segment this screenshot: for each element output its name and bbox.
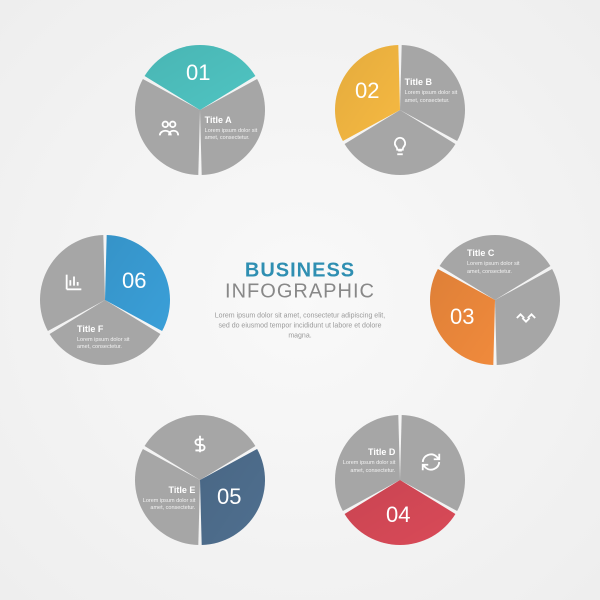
pie-body: Lorem ipsum dolor sit amet, consectetur. (139, 498, 195, 513)
center-block: BUSINESS INFOGRAPHIC Lorem ipsum dolor s… (210, 259, 390, 340)
pie-title-block: Title D Lorem ipsum dolor sit amet, conse… (339, 447, 395, 475)
pie-body: Lorem ipsum dolor sit amet, consectetur. (467, 261, 523, 276)
pie-04: 04 Title D Lorem ipsum dolor sit amet, con… (335, 415, 465, 545)
pie-title: Title D (339, 447, 395, 457)
pie-title-block: Title F Lorem ipsum dolor sit amet, conse… (77, 324, 133, 352)
pie-body: Lorem ipsum dolor sit amet, consectetur. (77, 337, 133, 352)
center-description: Lorem ipsum dolor sit amet, consectetur … (210, 311, 390, 340)
pie-body: Lorem ipsum dolor sit amet, consectetur. (339, 460, 395, 475)
pie-title-block: Title E Lorem ipsum dolor sit amet, conse… (139, 485, 195, 513)
pie-title-block: Title A Lorem ipsum dolor sit amet, conse… (205, 115, 261, 143)
pie-03: 03 Title C Lorem ipsum dolor sit amet, con… (430, 235, 560, 365)
pie-01: 01 Title A Lorem ipsum dolor sit amet, con… (135, 45, 265, 175)
dollar-icon (189, 433, 211, 455)
center-title-line2: INFOGRAPHIC (210, 280, 390, 303)
users-icon (158, 117, 180, 139)
pie-05: 05 Title E Lorem ipsum dolor sit amet, con… (135, 415, 265, 545)
pie-number: 05 (217, 484, 241, 510)
refresh-icon (420, 451, 442, 473)
pie-title: Title F (77, 324, 133, 334)
pie-title-block: Title B Lorem ipsum dolor sit amet, conse… (405, 77, 461, 105)
pie-number: 03 (450, 304, 474, 330)
pie-title: Title A (205, 115, 261, 125)
pie-title: Title B (405, 77, 461, 87)
chart-icon (63, 271, 85, 293)
pie-number: 04 (386, 502, 410, 528)
pie-02: 02 Title B Lorem ipsum dolor sit amet, con… (335, 45, 465, 175)
pie-06: 06 Title F Lorem ipsum dolor sit amet, con… (40, 235, 170, 365)
pie-number: 01 (186, 60, 210, 86)
pie-number: 02 (355, 78, 379, 104)
center-title-line1: BUSINESS (210, 259, 390, 282)
pie-title: Title C (467, 248, 523, 258)
pie-body: Lorem ipsum dolor sit amet, consectetur. (405, 90, 461, 105)
handshake-icon (515, 307, 537, 329)
pie-title: Title E (139, 485, 195, 495)
bulb-icon (389, 135, 411, 157)
pie-title-block: Title C Lorem ipsum dolor sit amet, conse… (467, 248, 523, 276)
pie-number: 06 (122, 268, 146, 294)
pie-body: Lorem ipsum dolor sit amet, consectetur. (205, 128, 261, 143)
